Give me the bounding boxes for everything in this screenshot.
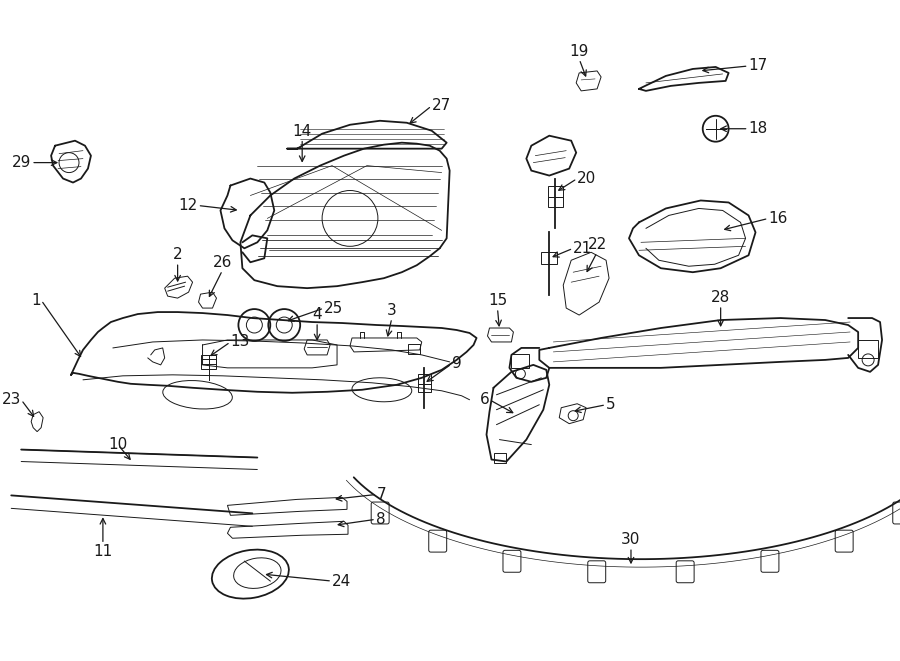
Text: 11: 11 — [94, 544, 112, 559]
Text: 2: 2 — [173, 247, 183, 262]
Text: 26: 26 — [212, 255, 232, 270]
Text: 8: 8 — [376, 512, 385, 527]
Text: 7: 7 — [377, 487, 386, 502]
Text: 5: 5 — [606, 397, 616, 412]
Text: 29: 29 — [12, 155, 32, 170]
Text: 4: 4 — [312, 307, 322, 322]
Text: 14: 14 — [292, 124, 311, 139]
Text: 16: 16 — [769, 211, 788, 226]
Text: 13: 13 — [230, 334, 250, 350]
Text: 3: 3 — [387, 303, 397, 318]
Text: 20: 20 — [577, 171, 597, 186]
Text: 9: 9 — [452, 356, 462, 371]
Text: 19: 19 — [570, 44, 589, 59]
Text: 21: 21 — [573, 241, 592, 256]
Text: 22: 22 — [588, 237, 607, 253]
Text: 1: 1 — [32, 293, 41, 307]
Text: 18: 18 — [749, 121, 768, 136]
Text: 12: 12 — [178, 198, 198, 213]
Text: 27: 27 — [432, 98, 451, 113]
Text: 25: 25 — [324, 301, 343, 315]
Text: 17: 17 — [749, 58, 768, 73]
Text: 15: 15 — [488, 293, 507, 308]
Text: 10: 10 — [108, 437, 128, 452]
Text: 28: 28 — [711, 290, 730, 305]
Text: 30: 30 — [621, 532, 641, 547]
Text: 24: 24 — [332, 574, 351, 588]
Text: 6: 6 — [480, 392, 490, 407]
Text: 23: 23 — [2, 392, 22, 407]
